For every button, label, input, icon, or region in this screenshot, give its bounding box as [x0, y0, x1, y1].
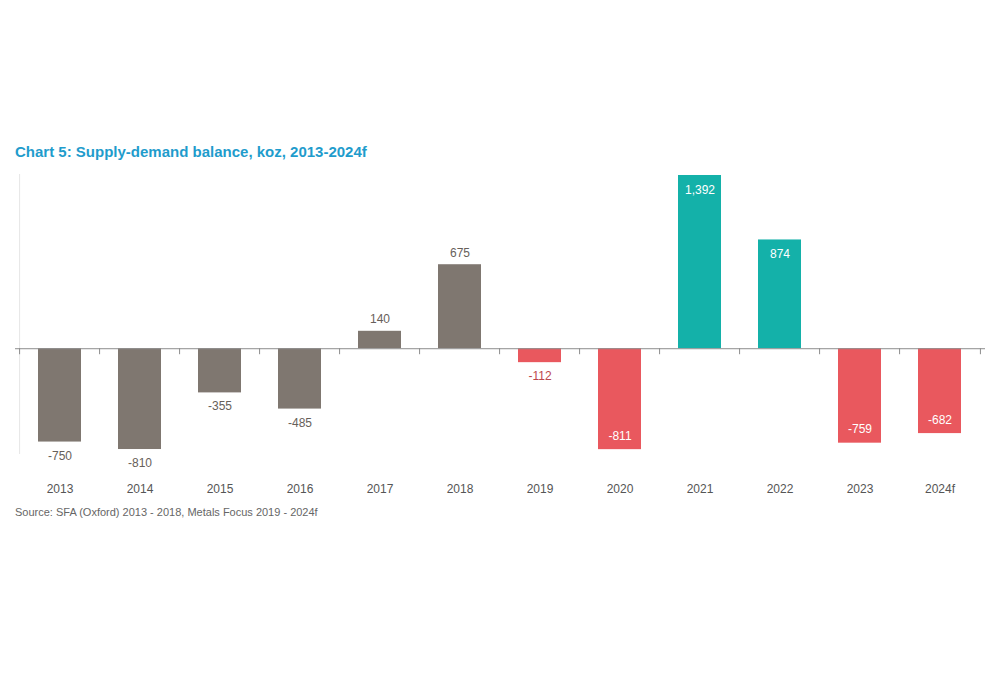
- svg-text:2014: 2014: [127, 482, 154, 496]
- svg-text:2016: 2016: [287, 482, 314, 496]
- svg-text:-112: -112: [528, 369, 551, 383]
- svg-text:-682: -682: [928, 413, 952, 427]
- svg-text:675: 675: [450, 246, 470, 260]
- svg-text:2024f: 2024f: [925, 482, 956, 496]
- svg-text:140: 140: [370, 312, 390, 326]
- svg-text:2023: 2023: [847, 482, 874, 496]
- svg-text:2020: 2020: [607, 482, 634, 496]
- svg-text:2022: 2022: [767, 482, 794, 496]
- html-text:Chart 5: Supply-demand balance: Chart 5: Supply-demand balance, koz, 201…: [15, 143, 367, 160]
- svg-text:-811: -811: [608, 429, 631, 443]
- svg-text:2018: 2018: [447, 482, 474, 496]
- svg-text:-810: -810: [128, 456, 152, 470]
- svg-text:-759: -759: [848, 422, 872, 436]
- svg-text:874: 874: [770, 247, 790, 261]
- svg-text:-750: -750: [48, 449, 72, 463]
- svg-text:2021: 2021: [687, 482, 714, 496]
- svg-text:2015: 2015: [207, 482, 234, 496]
- svg-text:2017: 2017: [367, 482, 394, 496]
- html-text:Source: SFA (Oxford) 2013 - 20: Source: SFA (Oxford) 2013 - 2018, Metals…: [15, 506, 318, 518]
- svg-text:2019: 2019: [527, 482, 554, 496]
- svg-text:-355: -355: [208, 399, 232, 413]
- svg-text:-485: -485: [288, 416, 312, 430]
- svg-text:1,392: 1,392: [685, 183, 715, 197]
- svg-text:2013: 2013: [47, 482, 74, 496]
